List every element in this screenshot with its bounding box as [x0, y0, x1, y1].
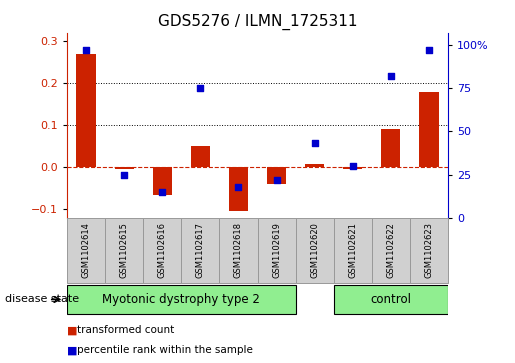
Bar — [410, 218, 448, 283]
Text: GSM1102618: GSM1102618 — [234, 223, 243, 278]
Bar — [219, 218, 258, 283]
Text: transformed count: transformed count — [77, 325, 175, 335]
Point — [234, 184, 243, 189]
Text: GSM1102623: GSM1102623 — [424, 223, 434, 278]
Point — [311, 140, 319, 146]
Text: ■: ■ — [67, 325, 77, 335]
Bar — [105, 218, 143, 283]
Bar — [143, 218, 181, 283]
Text: GSM1102619: GSM1102619 — [272, 223, 281, 278]
Point — [158, 189, 166, 195]
Text: GSM1102622: GSM1102622 — [386, 223, 396, 278]
Bar — [181, 218, 219, 283]
Text: Myotonic dystrophy type 2: Myotonic dystrophy type 2 — [102, 293, 260, 306]
Bar — [114, 167, 134, 170]
Bar — [76, 54, 96, 167]
Text: disease state: disease state — [5, 294, 79, 305]
Text: GSM1102615: GSM1102615 — [119, 223, 129, 278]
Bar — [296, 218, 334, 283]
Bar — [334, 218, 372, 283]
Bar — [334, 285, 448, 314]
Bar — [191, 146, 210, 167]
Text: GSM1102616: GSM1102616 — [158, 223, 167, 278]
Text: GSM1102614: GSM1102614 — [81, 223, 91, 278]
Text: control: control — [370, 293, 411, 306]
Bar — [344, 167, 363, 170]
Title: GDS5276 / ILMN_1725311: GDS5276 / ILMN_1725311 — [158, 14, 357, 30]
Text: GSM1102620: GSM1102620 — [310, 223, 319, 278]
Bar — [382, 130, 401, 167]
Text: percentile rank within the sample: percentile rank within the sample — [77, 345, 253, 355]
Bar — [67, 285, 296, 314]
Bar — [267, 167, 286, 184]
Point — [272, 177, 281, 183]
Bar — [419, 91, 439, 167]
Bar — [153, 167, 172, 195]
Bar — [67, 218, 105, 283]
Point — [387, 73, 395, 79]
Point — [82, 47, 90, 53]
Point — [120, 172, 128, 178]
Point — [349, 163, 357, 169]
Bar — [258, 218, 296, 283]
Bar — [305, 164, 324, 167]
Bar — [229, 167, 248, 212]
Point — [425, 47, 433, 53]
Text: GSM1102617: GSM1102617 — [196, 223, 205, 278]
Bar — [372, 218, 410, 283]
Text: ■: ■ — [67, 345, 77, 355]
Text: GSM1102621: GSM1102621 — [348, 223, 357, 278]
Point — [196, 85, 204, 91]
